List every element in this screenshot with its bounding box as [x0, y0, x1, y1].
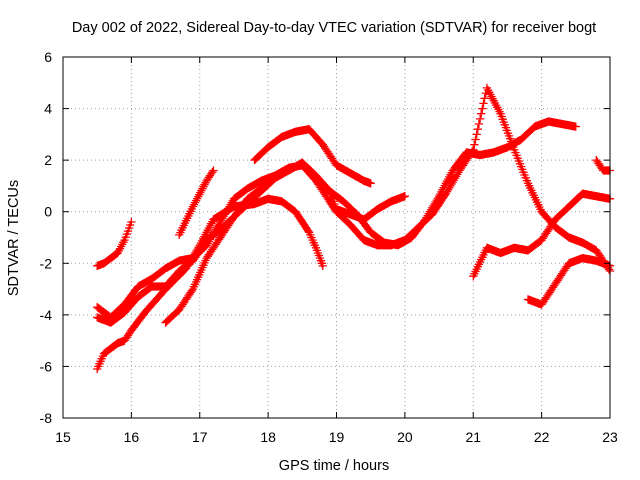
series-track-g: [250, 125, 375, 188]
y-tick-label: -8: [40, 410, 53, 426]
x-tick-label: 20: [397, 429, 413, 445]
x-tick-label: 19: [329, 429, 345, 445]
y-tick-label: 4: [44, 101, 52, 117]
series-track-f: [175, 166, 218, 240]
y-tick-label: 0: [44, 204, 52, 220]
x-tick-label: 17: [192, 429, 208, 445]
x-tick-label: 16: [124, 429, 140, 445]
grid-layer: [63, 57, 610, 418]
series-layer: [93, 83, 615, 374]
series-track-h: [469, 189, 615, 281]
x-tick-label: 21: [465, 429, 481, 445]
y-tick-label: 2: [44, 152, 52, 168]
x-tick-label: 18: [260, 429, 276, 445]
series-track-a: [93, 217, 136, 271]
y-axis-label: SDTVAR / TECUs: [6, 180, 22, 296]
series-track-i: [523, 253, 615, 309]
series-track-e: [161, 158, 410, 327]
y-tick-label: -6: [40, 358, 53, 374]
series-track-j: [592, 155, 615, 175]
x-tick-label: 15: [55, 429, 71, 445]
y-tick-label: -4: [40, 307, 53, 323]
y-tick-label: 6: [44, 49, 52, 65]
chart-title: Day 002 of 2022, Sidereal Day-to-day VTE…: [72, 20, 596, 36]
x-tick-label: 22: [534, 429, 550, 445]
tick-layer: 15 16 17 18 19 20 21 22 23 -8 -6 -4 -2 0 2 4 6: [40, 49, 618, 445]
x-axis-label: GPS time / hours: [279, 458, 389, 474]
x-tick-label: 23: [602, 429, 618, 445]
y-tick-label: -2: [40, 255, 53, 271]
